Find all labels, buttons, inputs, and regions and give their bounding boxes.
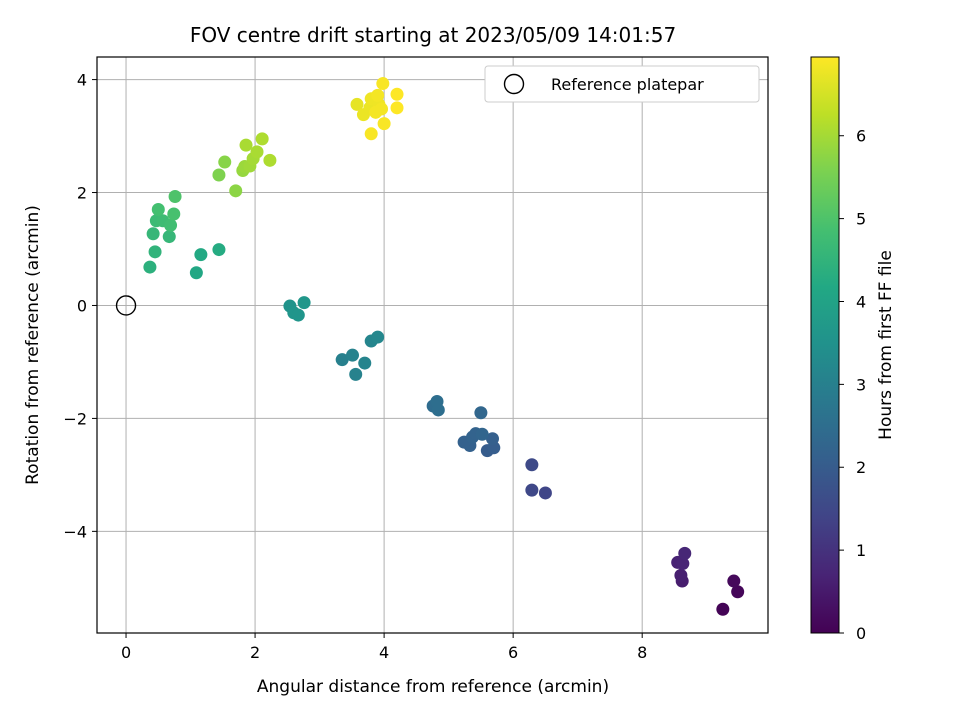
data-point	[358, 356, 372, 370]
legend-label-reference: Reference platepar	[551, 75, 704, 94]
data-point	[151, 202, 165, 216]
data-point	[250, 145, 264, 159]
data-point	[674, 568, 688, 582]
x-axis-label: Angular distance from reference (arcmin)	[257, 677, 609, 697]
data-point	[676, 557, 690, 571]
data-point	[390, 101, 404, 115]
data-point	[474, 406, 488, 420]
grid-lines	[97, 57, 768, 633]
data-point	[164, 218, 178, 232]
data-point	[229, 184, 243, 198]
data-point	[364, 127, 378, 141]
data-point	[525, 458, 539, 472]
plot-frame	[96, 56, 769, 634]
data-point	[239, 138, 253, 152]
colorbar-tick-label: 3	[856, 375, 866, 394]
data-point	[146, 227, 160, 241]
data-point	[716, 602, 730, 616]
legend-reference-icon	[503, 73, 525, 95]
reference-marker-group	[115, 295, 137, 316]
colorbar: 0 1 2 3 4 5 6 Hours from first FF file	[810, 56, 896, 643]
data-point	[678, 546, 692, 560]
y-tick-label: 2	[77, 184, 87, 203]
data-point	[431, 403, 445, 417]
legend-box	[484, 65, 760, 103]
data-point	[731, 585, 745, 599]
data-point	[143, 260, 157, 274]
data-point	[345, 348, 359, 362]
data-point	[727, 574, 741, 588]
y-tick-label: 4	[77, 71, 87, 90]
x-tick-label: 2	[250, 643, 260, 662]
data-point	[377, 117, 391, 131]
data-point	[371, 330, 385, 344]
data-point	[162, 230, 176, 244]
axis-ticks: 0 2 4 6 8 −4 −2 0 2 4	[63, 71, 647, 662]
data-point	[194, 248, 208, 262]
colorbar-label: Hours from first FF file	[876, 250, 896, 440]
data-point	[168, 189, 182, 203]
data-point	[375, 102, 389, 116]
data-point	[218, 155, 232, 169]
legend: Reference platepar	[484, 65, 760, 103]
colorbar-gradient	[810, 56, 840, 634]
colorbar-tick-label: 5	[856, 210, 866, 229]
data-point	[335, 353, 349, 367]
y-tick-label: −2	[63, 409, 87, 428]
data-point	[349, 367, 363, 381]
data-point	[291, 308, 305, 322]
data-point	[525, 483, 539, 497]
data-point	[538, 486, 552, 500]
data-point	[212, 243, 226, 257]
x-tick-label: 0	[121, 643, 131, 662]
data-point	[350, 97, 364, 111]
data-point	[167, 207, 181, 221]
colorbar-tick-label: 2	[856, 458, 866, 477]
data-point	[255, 132, 269, 146]
data-point	[297, 296, 311, 310]
data-point	[212, 168, 226, 182]
y-tick-label: 0	[77, 296, 87, 315]
data-point	[376, 77, 390, 91]
data-points	[143, 77, 745, 616]
colorbar-tick-label: 6	[856, 127, 866, 146]
colorbar-tick-label: 4	[856, 292, 866, 311]
reference-platepar-marker	[115, 295, 137, 316]
colorbar-ticks: 0 1 2 3 4 5 6	[839, 127, 866, 643]
data-point	[263, 153, 277, 167]
data-point	[189, 266, 203, 280]
data-point	[390, 87, 404, 101]
data-point	[148, 245, 162, 259]
data-point	[486, 432, 500, 446]
y-axis-label: Rotation from reference (arcmin)	[23, 205, 43, 485]
data-point	[371, 88, 385, 102]
x-tick-label: 6	[508, 643, 518, 662]
y-tick-label: −4	[63, 522, 87, 541]
colorbar-tick-label: 1	[856, 541, 866, 560]
data-point	[475, 427, 489, 441]
x-tick-label: 4	[379, 643, 389, 662]
colorbar-tick-label: 0	[856, 624, 866, 643]
chart-title: FOV centre drift starting at 2023/05/09 …	[190, 23, 676, 47]
x-tick-label: 8	[637, 643, 647, 662]
